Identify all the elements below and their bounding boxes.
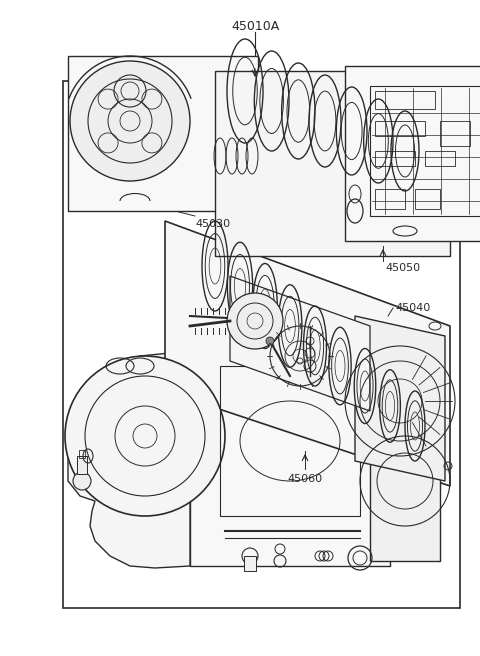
Bar <box>244 556 256 571</box>
Circle shape <box>65 356 225 516</box>
Bar <box>79 450 85 458</box>
Circle shape <box>266 337 274 345</box>
Polygon shape <box>165 221 450 486</box>
Circle shape <box>227 293 283 349</box>
Bar <box>370 86 480 216</box>
Bar <box>375 151 415 166</box>
Polygon shape <box>190 346 390 566</box>
Bar <box>77 456 87 474</box>
Bar <box>415 189 440 209</box>
Bar <box>375 121 425 136</box>
Bar <box>440 121 470 146</box>
Bar <box>375 189 405 209</box>
Text: 45040: 45040 <box>395 303 430 313</box>
Polygon shape <box>68 351 190 568</box>
Text: 45030: 45030 <box>195 219 230 229</box>
Polygon shape <box>230 276 370 411</box>
Text: 45010A: 45010A <box>231 20 279 33</box>
Bar <box>375 91 435 109</box>
Circle shape <box>70 61 190 181</box>
Bar <box>425 151 455 166</box>
Polygon shape <box>355 316 445 481</box>
Polygon shape <box>370 386 440 561</box>
Text: 45060: 45060 <box>288 474 323 484</box>
Bar <box>345 66 480 241</box>
Text: 45050: 45050 <box>385 263 420 273</box>
Bar <box>215 71 450 256</box>
Bar <box>68 56 258 211</box>
Circle shape <box>73 472 91 490</box>
Bar <box>63 81 460 608</box>
